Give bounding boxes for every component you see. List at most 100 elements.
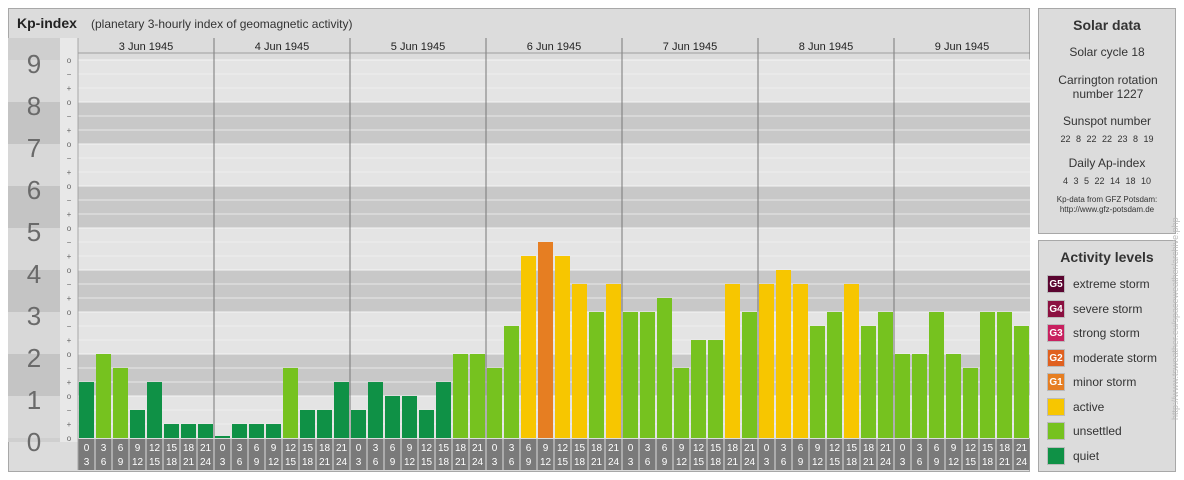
hour-start-label: 6: [934, 443, 940, 454]
day-label: 3 Jun 1945: [119, 41, 173, 53]
y-tick-label: 2: [27, 343, 41, 373]
hour-box: [197, 439, 214, 470]
hour-box: [350, 439, 367, 470]
hour-end-label: 18: [438, 457, 450, 468]
hour-end-label: 24: [880, 457, 892, 468]
hour-box: [622, 439, 639, 470]
solar-cycle: Solar cycle 18: [1069, 45, 1145, 59]
hour-box: [741, 439, 758, 470]
y-tick-label: 3: [27, 301, 41, 331]
hour-box: [418, 439, 435, 470]
solar-data-title: Solar data: [1073, 17, 1141, 33]
hour-end-label: 24: [1016, 457, 1028, 468]
sub-tick: +: [67, 336, 72, 345]
y-band: [8, 270, 60, 312]
kp-bar: [674, 367, 689, 438]
hour-start-label: 9: [815, 443, 821, 454]
hour-start-label: 15: [574, 443, 586, 454]
hour-box: [537, 439, 554, 470]
hour-start-label: 15: [302, 443, 314, 454]
hour-end-label: 15: [421, 457, 433, 468]
hour-box: [554, 439, 571, 470]
y-band: [8, 354, 60, 396]
hour-end-label: 15: [693, 457, 705, 468]
hour-box: [265, 439, 282, 470]
hour-box: [724, 439, 741, 470]
hour-box: [520, 439, 537, 470]
hour-box: [78, 439, 95, 470]
y-tick-label: 5: [27, 217, 41, 247]
hour-start-label: 18: [727, 443, 739, 454]
kp-bar: [317, 409, 332, 438]
hour-start-label: 15: [982, 443, 994, 454]
hour-start-label: 0: [492, 443, 498, 454]
hour-box: [112, 439, 129, 470]
hour-box: [503, 439, 520, 470]
hour-box: [911, 439, 928, 470]
kp-bar: [793, 283, 808, 438]
credit-line-2[interactable]: http://www.gfz-potsdam.de: [1059, 205, 1155, 214]
kp-bar: [844, 283, 859, 438]
hour-start-label: 12: [149, 443, 161, 454]
kp-bar: [997, 312, 1012, 438]
hour-start-label: 3: [509, 443, 515, 454]
sub-tick: +: [67, 378, 72, 387]
hour-box: [299, 439, 316, 470]
kp-bar: [708, 340, 723, 438]
sub-tick: −: [67, 322, 72, 331]
hour-box: [163, 439, 180, 470]
hour-start-label: 0: [764, 443, 770, 454]
hour-box: [486, 439, 503, 470]
hour-end-label: 9: [390, 457, 396, 468]
kp-bar-chart: 0123456789o+−o+−o+−o+−o+−o+−o+−o+−o+−o3 …: [8, 38, 1030, 470]
y-tick-label: 8: [27, 91, 41, 121]
hour-end-label: 12: [132, 457, 144, 468]
kp-bar: [470, 354, 485, 438]
hour-box: [673, 439, 690, 470]
legend-label: extreme storm: [1073, 277, 1150, 291]
hour-end-label: 6: [373, 457, 379, 468]
hour-start-label: 18: [591, 443, 603, 454]
hour-end-label: 18: [710, 457, 722, 468]
hour-start-label: 9: [407, 443, 413, 454]
kp-bar: [368, 382, 383, 438]
hour-end-label: 3: [628, 457, 634, 468]
hour-end-label: 9: [934, 457, 940, 468]
hour-start-label: 15: [166, 443, 178, 454]
credit-line-1: Kp-data from GFZ Potsdam:: [1056, 195, 1158, 204]
hour-start-label: 15: [846, 443, 858, 454]
y-tick-label: 6: [27, 175, 41, 205]
legend-swatch: [1047, 397, 1065, 416]
sub-tick: +: [67, 210, 72, 219]
sub-tick: +: [67, 294, 72, 303]
hour-box: [95, 439, 112, 470]
kp-bar: [351, 409, 366, 438]
hour-end-label: 15: [149, 457, 161, 468]
kp-bar: [266, 424, 281, 438]
kp-bar: [827, 312, 842, 438]
y-band: [8, 60, 60, 102]
band: [78, 102, 1030, 144]
legend-swatch: G5: [1047, 275, 1065, 293]
hour-start-label: 12: [965, 443, 977, 454]
hour-end-label: 21: [727, 457, 739, 468]
solar-data-panel: Solar data Solar cycle 18 Carrington rot…: [1038, 8, 1176, 234]
hour-end-label: 9: [798, 457, 804, 468]
hour-box: [435, 439, 452, 470]
kp-bar: [1014, 325, 1029, 438]
hour-box: [775, 439, 792, 470]
kp-bar: [912, 354, 927, 438]
carrington-rotation: Carrington rotation number 1227: [1058, 73, 1158, 101]
legend-label: moderate storm: [1073, 350, 1158, 365]
hour-box: [129, 439, 146, 470]
legend-swatch: [1047, 422, 1065, 440]
hour-start-label: 9: [135, 443, 141, 454]
kp-bar: [181, 424, 196, 438]
hour-end-label: 15: [965, 457, 977, 468]
legend-swatch: G3: [1047, 324, 1065, 342]
sub-tick: −: [67, 196, 72, 205]
hour-end-label: 24: [336, 457, 348, 468]
kp-bar: [946, 354, 961, 438]
hour-start-label: 6: [798, 443, 804, 454]
sub-tick: +: [67, 84, 72, 93]
